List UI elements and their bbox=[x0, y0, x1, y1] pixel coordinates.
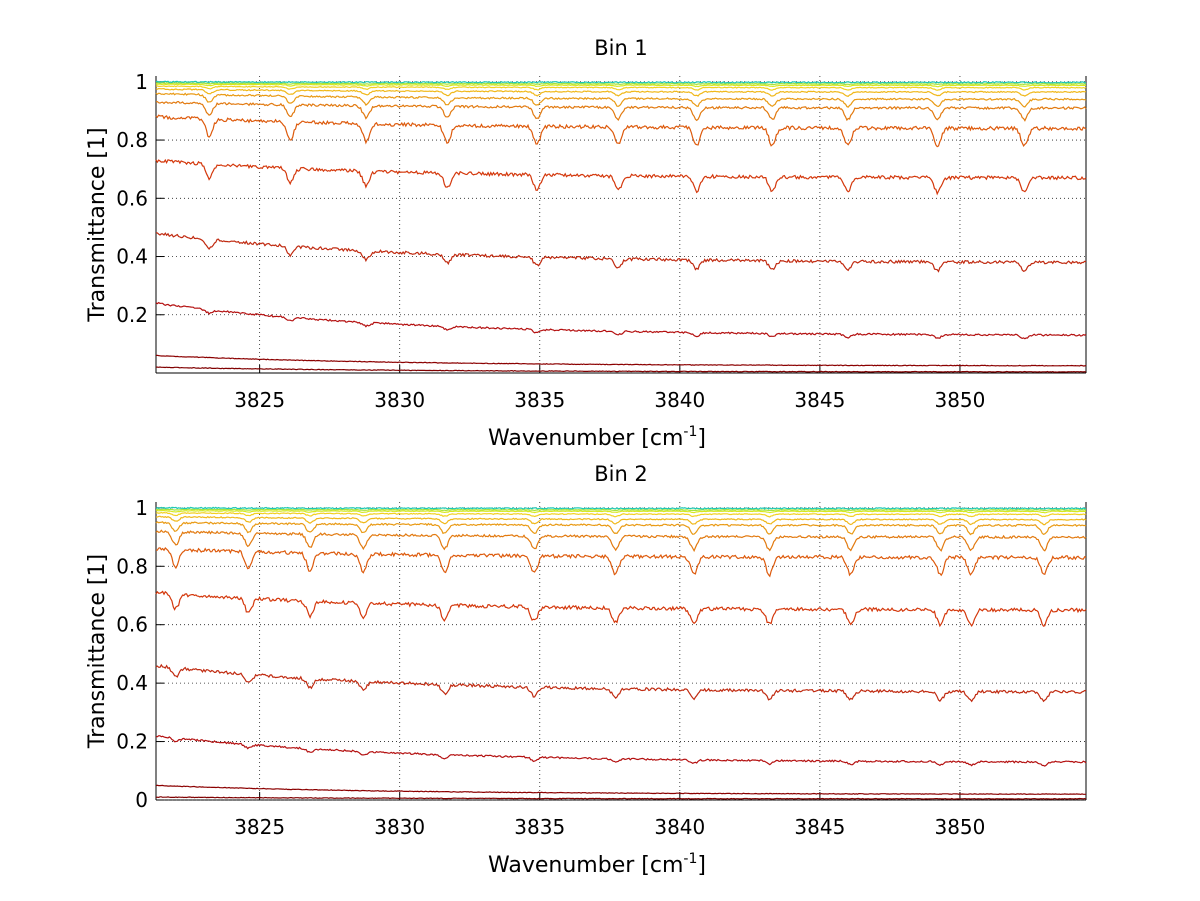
x-tick-label: 3835 bbox=[514, 815, 565, 839]
series-line bbox=[156, 515, 1087, 526]
series-line bbox=[156, 508, 1087, 512]
series-line bbox=[155, 511, 1087, 518]
series-line bbox=[155, 735, 1087, 767]
y-tick-label: 0.6 bbox=[116, 186, 148, 210]
series-line bbox=[155, 82, 1087, 86]
series-line bbox=[155, 80, 1087, 84]
x-tick-label: 3845 bbox=[794, 815, 845, 839]
x-tick-label: 3835 bbox=[514, 388, 565, 412]
x-tick-label: 3830 bbox=[374, 815, 425, 839]
x-tick-label: 3845 bbox=[794, 388, 845, 412]
series-line bbox=[155, 521, 1087, 536]
series-line bbox=[155, 509, 1087, 514]
series-line bbox=[155, 85, 1087, 91]
x-tick-label: 3825 bbox=[234, 815, 285, 839]
x-tick-label: 3850 bbox=[934, 815, 985, 839]
x-tick-label: 3840 bbox=[654, 815, 705, 839]
series-line bbox=[155, 114, 1087, 148]
chart-panel-2: 3825 3830 3835 3840 3845 3850 0 0.2 0.4 0.6 0.8 1 Bi… bbox=[85, 462, 1087, 878]
y-tick-label: 1 bbox=[135, 70, 148, 94]
chart-title: Bin 1 bbox=[594, 36, 648, 60]
y-tick-label: 0.8 bbox=[116, 554, 148, 578]
series-line bbox=[155, 529, 1087, 553]
y-tick-label: 0.6 bbox=[116, 613, 148, 637]
chart-panel-1: 3825 3830 3835 3840 3845 3850 0.2 0.4 0.6 0.8 1 Bin… bbox=[85, 36, 1087, 451]
x-tick-label: 3825 bbox=[234, 388, 285, 412]
y-tick-label: 0.8 bbox=[116, 128, 148, 152]
x-axis-label: Wavenumber [cm-1] bbox=[488, 851, 706, 878]
series-line bbox=[156, 366, 1087, 373]
series-line bbox=[155, 87, 1087, 97]
series-line bbox=[155, 92, 1087, 108]
series-line bbox=[155, 83, 1087, 88]
y-tick-label: 0.4 bbox=[116, 245, 148, 269]
chart-title: Bin 2 bbox=[594, 462, 648, 486]
series-line bbox=[155, 232, 1087, 273]
y-tick-label: 0.2 bbox=[116, 730, 148, 754]
series-line bbox=[155, 784, 1086, 796]
y-tick-label: 1 bbox=[135, 496, 148, 520]
y-axis-label: Transmittance [1] bbox=[85, 554, 110, 749]
series-line bbox=[155, 354, 1087, 367]
y-axis-label: Transmittance [1] bbox=[85, 127, 110, 322]
series-line bbox=[155, 158, 1087, 196]
x-axis-label: Wavenumber [cm-1] bbox=[488, 424, 706, 451]
x-tick-label: 3840 bbox=[654, 388, 705, 412]
y-tick-label: 0.2 bbox=[116, 303, 148, 327]
series-line bbox=[155, 506, 1087, 510]
y-tick-label: 0.4 bbox=[116, 671, 148, 695]
series-line bbox=[155, 301, 1087, 340]
series-line bbox=[156, 547, 1087, 578]
x-tick-label: 3850 bbox=[934, 388, 985, 412]
series-line bbox=[155, 796, 1087, 800]
series-line bbox=[155, 590, 1087, 628]
series-line bbox=[155, 663, 1087, 703]
series-line bbox=[155, 100, 1087, 122]
x-tick-label: 3830 bbox=[374, 388, 425, 412]
y-tick-label: 0 bbox=[135, 788, 148, 812]
